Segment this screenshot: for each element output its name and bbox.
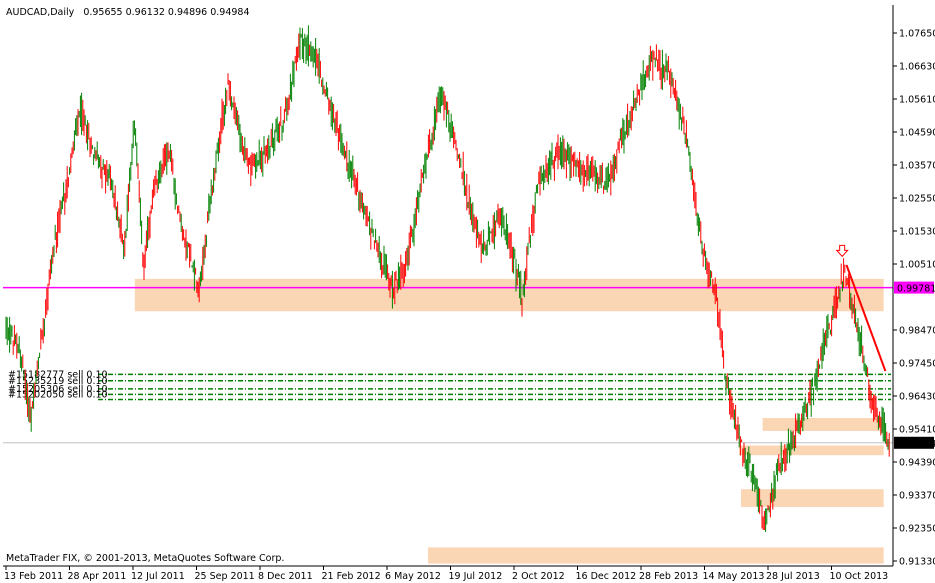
order-label: #15202050 sell 0.10 bbox=[8, 389, 108, 400]
y-tick-label: 1.06630 bbox=[899, 62, 935, 73]
x-tick-label: 14 May 2013 bbox=[703, 571, 765, 582]
y-tick-label: 0.97450 bbox=[899, 359, 935, 370]
y-tick-label: 0.96430 bbox=[899, 392, 935, 403]
order-label: #15182777 sell 0.10 bbox=[8, 369, 108, 380]
candles bbox=[5, 25, 890, 533]
y-tick-label: 1.01530 bbox=[899, 227, 935, 238]
copyright-text: MetaTrader FIX, © 2001-2013, MetaQuotes … bbox=[6, 553, 284, 564]
magenta-price-tag bbox=[894, 281, 934, 294]
x-tick-label: 12 Jul 2011 bbox=[131, 571, 185, 582]
y-tick-label: 0.92350 bbox=[899, 524, 935, 535]
order-label: #15235219 sell 0.10 bbox=[8, 376, 108, 387]
trend-line bbox=[845, 264, 887, 372]
y-tick-label: 1.04590 bbox=[899, 128, 935, 139]
x-tick-label: 28 Jul 2013 bbox=[766, 571, 820, 582]
order-label: #15205306 sell 0.10 bbox=[8, 384, 108, 395]
y-tick-label: 1.00510 bbox=[899, 260, 935, 271]
chart-symbol-period: AUDCAD,Daily bbox=[6, 7, 75, 18]
x-tick-label: 10 Oct 2013 bbox=[830, 571, 889, 582]
zone-rect bbox=[762, 418, 884, 431]
horizontal-lines bbox=[3, 286, 893, 444]
x-tick-label: 25 Sep 2011 bbox=[195, 571, 255, 582]
y-tick-label: 1.07650 bbox=[899, 29, 935, 40]
x-tick-label: 13 Feb 2011 bbox=[4, 571, 63, 582]
x-tick-label: 28 Apr 2011 bbox=[68, 571, 127, 582]
close-price-tag bbox=[894, 436, 934, 449]
zone-rect bbox=[739, 445, 884, 456]
x-tick-label: 8 Dec 2011 bbox=[258, 571, 313, 582]
close-price-tag-label: 0.94984 bbox=[897, 439, 935, 450]
x-tick-label: 28 Feb 2013 bbox=[639, 571, 698, 582]
overlay bbox=[835, 244, 887, 372]
y-tick-label: 0.93370 bbox=[899, 491, 935, 502]
zones bbox=[134, 278, 884, 564]
time-axis: 13 Feb 2011 28 Apr 2011 12 Jul 2011 25 Sep … bbox=[4, 566, 888, 582]
x-tick-label: 21 Feb 2012 bbox=[322, 571, 381, 582]
zone-rect bbox=[427, 547, 884, 564]
price-tags: 0.99781 0.94984 bbox=[894, 281, 935, 450]
magenta-price-tag-label: 0.99781 bbox=[897, 284, 935, 295]
order-lines: #15182777 sell 0.10#15235219 sell 0.10#1… bbox=[8, 369, 891, 400]
chart-header: AUDCAD,Daily 0.95655 0.96132 0.94896 0.9… bbox=[6, 7, 250, 18]
y-tick-label: 0.95410 bbox=[899, 425, 935, 436]
y-tick-label: 0.98470 bbox=[899, 326, 935, 337]
chart-ohlc: 0.95655 0.96132 0.94896 0.94984 bbox=[83, 7, 249, 18]
price-axis: 1.07650 1.06630 1.05610 1.04590 1.03570 1.025… bbox=[893, 29, 935, 568]
y-tick-label: 1.02550 bbox=[899, 194, 935, 205]
y-tick-label: 1.05610 bbox=[899, 95, 935, 106]
y-tick-label: 1.03570 bbox=[899, 161, 935, 172]
x-tick-label: 19 Jul 2012 bbox=[449, 571, 503, 582]
x-tick-label: 16 Dec 2012 bbox=[576, 571, 637, 582]
x-tick-label: 2 Oct 2012 bbox=[512, 571, 565, 582]
zone-rect bbox=[134, 278, 884, 312]
down-arrow-icon bbox=[835, 244, 849, 258]
x-tick-label: 6 May 2012 bbox=[385, 571, 441, 582]
y-tick-label: 0.91330 bbox=[899, 557, 935, 568]
zone-rect bbox=[741, 489, 884, 507]
y-tick-label: 0.94390 bbox=[899, 458, 935, 469]
